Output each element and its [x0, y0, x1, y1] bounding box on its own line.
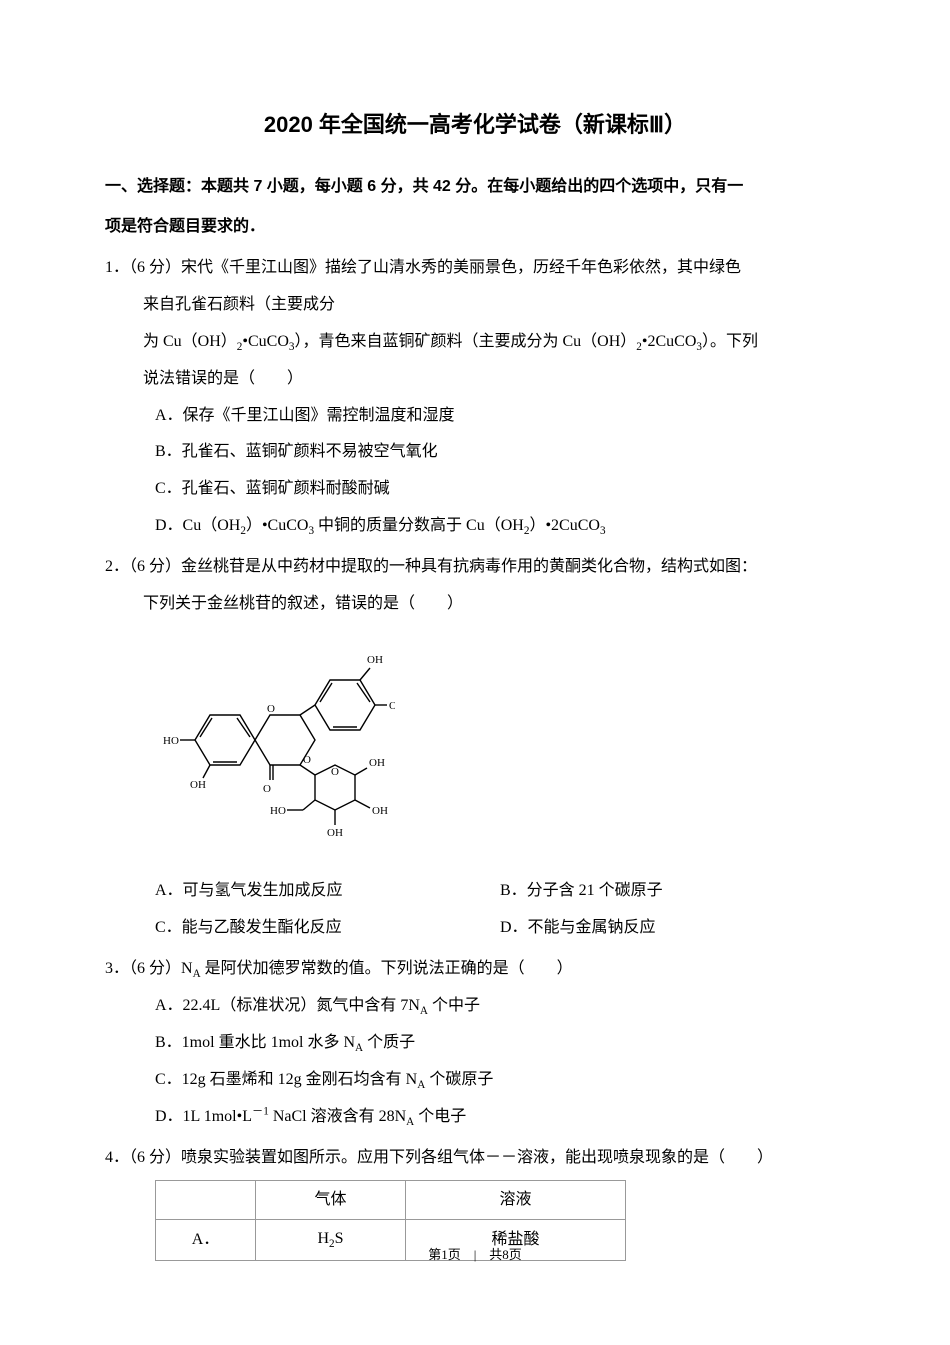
oh-label6: OH: [327, 827, 343, 839]
q3-numb: 是阿伏加德罗常数的值。下列说法正确的是（ ）: [201, 960, 573, 977]
q3-optC: C．12g 石墨烯和 12g 金刚石均含有 NA 个碳原子: [105, 1062, 845, 1099]
molecule-structure-icon: HO OH O O O OH OH OH OH OH HO O: [155, 630, 395, 850]
question-2: 2．（6 分）金丝桃苷是从中药材中提取的一种具有抗病毒作用的黄酮类化合物，结构式…: [105, 549, 845, 947]
q2-optA: A．可与氢气发生加成反应: [155, 873, 500, 910]
q1-optA: A．保存《千里江山图》需控制温度和湿度: [105, 398, 845, 435]
q1-l3e: ）。下列: [702, 333, 758, 350]
question-1: 1．（6 分）宋代《千里江山图》描绘了山清水秀的美丽景色，历经千年色彩依然，其中…: [105, 250, 845, 545]
q3-optCb: 个碳原子: [425, 1071, 493, 1088]
ho-label2: HO: [270, 805, 286, 817]
page-footer: 第1页 | 共8页: [105, 1240, 845, 1270]
oh-label2: OH: [367, 654, 383, 666]
q1-line4: 说法错误的是（ ）: [105, 361, 845, 398]
oh-label4: OH: [369, 757, 385, 769]
q2-optB: B．分子含 21 个碳原子: [500, 873, 845, 910]
ho-label: HO: [163, 735, 179, 747]
q1-optD: D．Cu（OH2）•CuCO3 中铜的质量分数高于 Cu（OH2）•2CuCO3: [105, 508, 845, 545]
q3-optAa: A．22.4L（标准状况）氮气中含有 7N: [155, 997, 420, 1014]
q1-optDd: ）•2CuCO: [529, 517, 600, 534]
q3-optDb: NaCl 溶液含有 28N: [269, 1108, 406, 1125]
q3-optDa: D．1L 1mol•L: [155, 1108, 252, 1125]
o-label: O: [263, 783, 271, 795]
q3-line1: 3．（6 分）NA 是阿伏加德罗常数的值。下列说法正确的是（ ）: [105, 951, 845, 988]
q4-th3: 溶液: [406, 1181, 626, 1220]
q3-numa: 3．（6 分）N: [105, 960, 193, 977]
oh-label: OH: [190, 779, 206, 791]
q2-line1: 2．（6 分）金丝桃苷是从中药材中提取的一种具有抗病毒作用的黄酮类化合物，结构式…: [105, 549, 845, 586]
q2-line2: 下列关于金丝桃苷的叙述，错误的是（ ）: [105, 586, 845, 623]
q1-optDc: 中铜的质量分数高于 Cu（OH: [314, 517, 524, 534]
q2-optD: D．不能与金属钠反应: [500, 910, 845, 947]
q3-optB: B．1mol 重水比 1mol 水多 NA 个质子: [105, 1025, 845, 1062]
q1-optDb: ）•CuCO: [246, 517, 309, 534]
q4-line1: 4．（6 分）喷泉实验装置如图所示。应用下列各组气体－－溶液，能出现喷泉现象的是…: [105, 1140, 845, 1177]
question-3: 3．（6 分）NA 是阿伏加德罗常数的值。下列说法正确的是（ ） A．22.4L…: [105, 951, 845, 1136]
q1-l3b: •CuCO: [242, 333, 289, 350]
q3-optD: D．1L 1mol•L－1 NaCl 溶液含有 28NA 个电子: [105, 1099, 845, 1136]
q1-l3d: •2CuCO: [642, 333, 697, 350]
q3-optA: A．22.4L（标准状况）氮气中含有 7NA 个中子: [105, 988, 845, 1025]
q1-optC: C．孔雀石、蓝铜矿颜料耐酸耐碱: [105, 471, 845, 508]
q4-th1: [156, 1181, 256, 1220]
o-label4: O: [331, 766, 339, 778]
q4-th2: 气体: [256, 1181, 406, 1220]
q1-l3a: 为 Cu（OH）: [143, 333, 237, 350]
section-header-line2: 项是符合题目要求的．: [105, 209, 845, 246]
exam-title: 2020 年全国统一高考化学试卷（新课标Ⅲ）: [105, 100, 845, 151]
q1-optB: B．孔雀石、蓝铜矿颜料不易被空气氧化: [105, 434, 845, 471]
q1-line3: 为 Cu（OH）2•CuCO3），青色来自蓝铜矿颜料（主要成分为 Cu（OH）2…: [105, 324, 845, 361]
q1-l3c: ），青色来自蓝铜矿颜料（主要成分为 Cu（OH）: [294, 333, 636, 350]
oh-label3: OH: [389, 700, 395, 712]
q1-line2: 来自孔雀石颜料（主要成分: [105, 287, 845, 324]
q1-optDa: D．Cu（OH: [155, 517, 240, 534]
o-label3: O: [303, 754, 311, 766]
q1-line1: 1．（6 分）宋代《千里江山图》描绘了山清水秀的美丽景色，历经千年色彩依然，其中…: [105, 250, 845, 287]
q3-optDc: 个电子: [414, 1108, 466, 1125]
q3-optAb: 个中子: [428, 997, 480, 1014]
q3-optCa: C．12g 石墨烯和 12g 金刚石均含有 N: [155, 1071, 417, 1088]
oh-label5: OH: [372, 805, 388, 817]
section-header-line1: 一、选择题：本题共 7 小题，每小题 6 分，共 42 分。在每小题给出的四个选…: [105, 169, 845, 206]
q3-optBb: 个质子: [363, 1034, 415, 1051]
q3-optBa: B．1mol 重水比 1mol 水多 N: [155, 1034, 355, 1051]
q2-optC: C．能与乙酸发生酯化反应: [155, 910, 500, 947]
o-label2: O: [267, 703, 275, 715]
